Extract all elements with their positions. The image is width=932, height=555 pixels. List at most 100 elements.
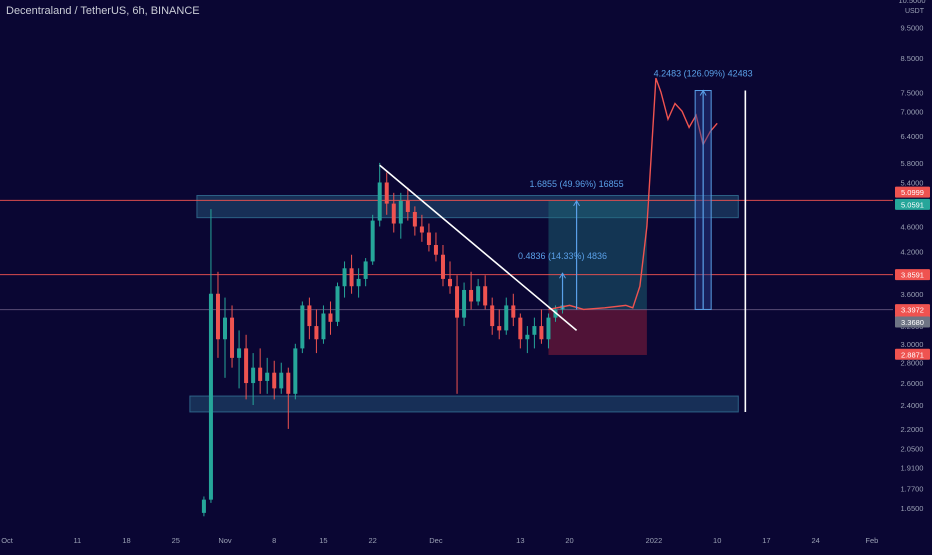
candle-body [433, 244, 438, 255]
candle-body [490, 305, 495, 327]
candle-body [314, 326, 319, 340]
candle-body [293, 348, 298, 394]
candle-body [251, 367, 256, 384]
candle-body [532, 326, 537, 335]
x-tick-label: 24 [811, 536, 819, 545]
y-tick-label: 9.5000 [901, 23, 924, 32]
price-label-badge [895, 198, 930, 210]
zone-support [189, 395, 739, 413]
x-tick-label: 25 [172, 536, 180, 545]
measure-arrowhead [699, 89, 707, 96]
candle-body [497, 326, 502, 331]
price-label-badge [895, 304, 930, 316]
y-tick-label: 8.5000 [901, 54, 924, 63]
candle-body [279, 372, 284, 389]
y-tick-label: 7.0000 [901, 107, 924, 116]
price-label-badge [895, 348, 930, 360]
candle-body [370, 220, 375, 262]
y-tick-label: 2.0500 [901, 444, 924, 453]
x-tick-label: 18 [122, 536, 130, 545]
y-tick-label: 3.0000 [901, 340, 924, 349]
candle-body [405, 200, 410, 212]
position-target-zone [548, 200, 647, 310]
chart-title: Decentraland / TetherUS, 6h, BINANCE [6, 5, 200, 17]
x-tick-label: Feb [865, 536, 878, 545]
candle-body [363, 261, 368, 279]
candle-body [377, 182, 382, 221]
candle-body [356, 278, 361, 287]
price-label-text: 5.0591 [901, 200, 924, 209]
candle-body [223, 317, 228, 340]
y-tick-label: 1.6500 [901, 504, 924, 513]
trendline [379, 164, 578, 332]
x-tick-label: 22 [368, 536, 376, 545]
candle-body [208, 293, 213, 500]
measure-label: 4.2483 (126.09%) 42483 [654, 69, 753, 79]
x-tick-label: 15 [319, 536, 327, 545]
price-label-badge [895, 316, 930, 328]
y-tick-label: 2.6000 [901, 379, 924, 388]
candle-body [440, 254, 445, 279]
candle-body [244, 348, 249, 384]
candle-body [300, 305, 305, 349]
x-tick-label: 10 [713, 536, 721, 545]
y-tick-label: 3.6000 [901, 290, 924, 299]
candle-body [469, 289, 474, 302]
price-unit-label: USDT [904, 8, 924, 15]
candle-body [448, 278, 453, 287]
price-label-text: 3.3972 [901, 306, 924, 315]
x-tick-label: Dec [429, 536, 443, 545]
candle-body [384, 182, 389, 204]
price-label-text: 3.8591 [901, 271, 924, 280]
candle-body [398, 200, 403, 224]
candle-body [321, 313, 326, 340]
candle-body [419, 226, 424, 233]
candle-body [328, 313, 333, 322]
candle-body [391, 203, 396, 224]
y-tick-label: 2.2000 [901, 425, 924, 434]
candle-body [476, 286, 481, 302]
candle-body [307, 305, 312, 327]
candle-body [546, 317, 551, 340]
candle-body [342, 268, 347, 287]
price-label-badge [895, 269, 930, 281]
candle-body [335, 286, 340, 322]
y-tick-label: 7.5000 [901, 88, 924, 97]
zone-resistance [196, 194, 739, 219]
position-stop-zone [548, 309, 647, 355]
y-tick-label: 1.9100 [901, 464, 924, 473]
y-tick-label: 10.5000 [898, 0, 925, 5]
candle-body [539, 326, 544, 340]
y-tick-label: 4.2000 [901, 247, 924, 256]
candle-body [258, 367, 263, 381]
y-tick-label: 2.4000 [901, 401, 924, 410]
y-tick-label: 4.6000 [901, 222, 924, 231]
y-tick-label: 5.4000 [901, 178, 924, 187]
candle-body [426, 232, 431, 245]
x-tick-label: 8 [272, 536, 276, 545]
candle-body [201, 499, 206, 513]
candle-body [349, 268, 354, 287]
x-tick-label: 17 [762, 536, 770, 545]
measure-label: 1.6855 (49.96%) 16855 [530, 179, 624, 189]
candle-body [265, 372, 270, 381]
candle-body [412, 211, 417, 227]
x-tick-label: Oct [1, 536, 14, 545]
candle-body [504, 305, 509, 331]
measure-arrowhead [573, 199, 581, 207]
measure-label: 0.4836 (14.33%) 4836 [518, 251, 607, 261]
candle-body [518, 317, 523, 340]
price-label-badge [895, 186, 930, 198]
y-tick-label: 1.7700 [901, 485, 924, 494]
y-tick-label: 6.4000 [901, 132, 924, 141]
candle-body [462, 289, 467, 318]
x-tick-label: 13 [516, 536, 524, 545]
candle-body [511, 305, 516, 318]
candle-body [286, 372, 291, 394]
candle-body [230, 317, 235, 358]
price-label-text: 2.8871 [901, 350, 924, 359]
x-tick-label: Nov [218, 536, 232, 545]
candle-body [525, 334, 530, 340]
